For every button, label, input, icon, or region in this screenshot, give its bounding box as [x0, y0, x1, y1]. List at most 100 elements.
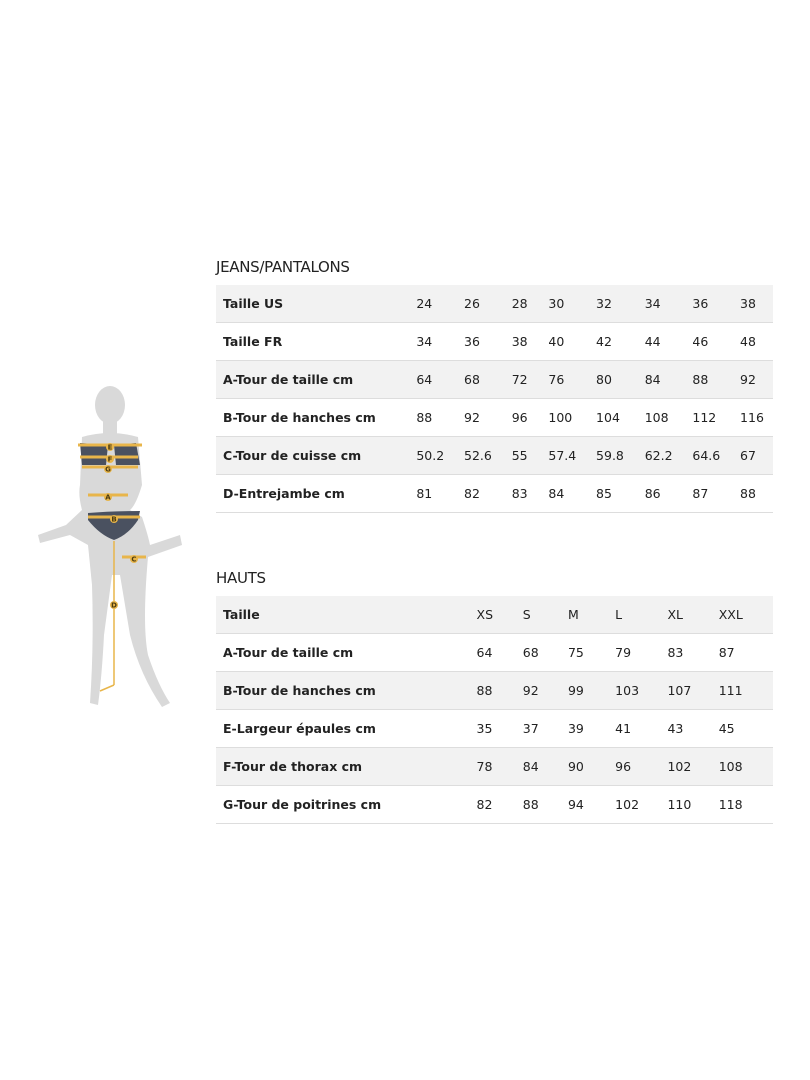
size-value: 84: [644, 360, 693, 399]
size-value: 108: [718, 747, 773, 786]
size-value: 81: [416, 474, 465, 513]
size-value: 88: [740, 474, 773, 513]
row-label: B-Tour de hanches cm: [216, 398, 417, 437]
size-value: 118: [718, 785, 773, 824]
size-value: 102: [615, 785, 668, 824]
size-value: 102: [667, 747, 719, 786]
marker-dot: [104, 493, 112, 501]
row-label: Taille: [216, 596, 477, 634]
size-value: 52.6: [464, 436, 512, 475]
table-row: A-Tour de taille cm 64 68 75 79 83 87: [216, 633, 773, 672]
size-value: 79: [615, 633, 668, 672]
size-value: 68: [464, 360, 512, 399]
marker-dot: [104, 465, 112, 473]
row-label: Taille US: [216, 285, 417, 323]
row-label: A-Tour de taille cm: [216, 633, 477, 672]
size-value: XS: [476, 596, 523, 634]
table-row: Taille FR 34 36 38 40 42 44 46 48: [216, 322, 773, 361]
marker-label: A: [105, 494, 111, 502]
marker-dot: [110, 515, 118, 523]
size-value: 64: [416, 360, 465, 399]
size-value: 90: [567, 747, 616, 786]
size-value: 108: [644, 398, 693, 437]
size-value: 88: [476, 671, 523, 710]
table-row: C-Tour de cuisse cm 50.2 52.6 55 57.4 59.8 62.…: [216, 436, 773, 475]
size-value: 112: [692, 398, 741, 437]
size-value: 83: [667, 633, 719, 672]
size-value: 88: [416, 398, 465, 437]
size-value: 50.2: [416, 436, 465, 475]
size-value: 34: [644, 285, 693, 323]
table-row: G-Tour de poitrines cm 82 88 94 102 110 118: [216, 785, 773, 824]
size-value: 45: [718, 709, 773, 748]
table-row: F-Tour de thorax cm 78 84 90 96 102 108: [216, 747, 773, 786]
size-value: S: [522, 596, 568, 634]
size-value: 64: [476, 633, 523, 672]
row-label: Taille FR: [216, 322, 417, 361]
size-value: 57.4: [548, 436, 597, 475]
marker-label: D: [111, 602, 117, 610]
size-value: 37: [522, 709, 568, 748]
row-label: A-Tour de taille cm: [216, 360, 417, 399]
body-measurement-figure: EFG A B C D: [38, 386, 182, 707]
size-value: 83: [511, 474, 549, 513]
size-value: 110: [667, 785, 719, 824]
size-value: 88: [522, 785, 568, 824]
size-value: 59.8: [596, 436, 645, 475]
size-value: 111: [718, 671, 773, 710]
size-value: 62.2: [644, 436, 693, 475]
size-value: 40: [548, 322, 597, 361]
size-value: 68: [522, 633, 568, 672]
size-value: 26: [464, 285, 512, 323]
marker-label: C: [131, 556, 136, 564]
row-label: F-Tour de thorax cm: [216, 747, 477, 786]
marker-dot: [106, 443, 114, 451]
hauts-size-table: Taille XS S M L XL XXL A-Tour de taille cm 64 68 7…: [216, 596, 773, 824]
size-value: 67: [740, 436, 773, 475]
size-value: 86: [644, 474, 693, 513]
size-value: 82: [464, 474, 512, 513]
size-value: 75: [567, 633, 616, 672]
size-value: 96: [511, 398, 549, 437]
marker-dot: [130, 555, 138, 563]
size-value: 92: [740, 360, 773, 399]
size-value: 72: [511, 360, 549, 399]
size-value: 104: [596, 398, 645, 437]
size-value: 28: [511, 285, 549, 323]
size-value: 32: [596, 285, 645, 323]
size-value: 44: [644, 322, 693, 361]
row-label: E-Largeur épaules cm: [216, 709, 477, 748]
table-row: B-Tour de hanches cm 88 92 96 100 104 108 112 11…: [216, 398, 773, 437]
size-value: 92: [464, 398, 512, 437]
marker-dot: [110, 601, 118, 609]
size-value: 24: [416, 285, 465, 323]
size-value: 46: [692, 322, 741, 361]
marker-label: B: [111, 516, 116, 524]
size-value: 84: [548, 474, 597, 513]
size-value: 99: [567, 671, 616, 710]
size-value: 94: [567, 785, 616, 824]
size-value: 38: [511, 322, 549, 361]
size-value: 30: [548, 285, 597, 323]
size-value: 82: [476, 785, 523, 824]
jeans-title: JEANS/PANTALONS: [216, 258, 350, 276]
size-value: 48: [740, 322, 773, 361]
size-value: 87: [718, 633, 773, 672]
size-value: 34: [416, 322, 465, 361]
size-value: 43: [667, 709, 719, 748]
size-value: 36: [464, 322, 512, 361]
table-row: B-Tour de hanches cm 88 92 99 103 107 111: [216, 671, 773, 710]
marker-label: E: [108, 444, 113, 452]
size-value: 116: [740, 398, 773, 437]
jeans-size-table: Taille US 24 26 28 30 32 34 36 38 Taille FR 34 36 38…: [216, 285, 773, 513]
size-value: 39: [567, 709, 616, 748]
size-value: 96: [615, 747, 668, 786]
row-label: G-Tour de poitrines cm: [216, 785, 477, 824]
table-row: Taille US 24 26 28 30 32 34 36 38: [216, 285, 773, 323]
size-value: 76: [548, 360, 597, 399]
size-value: 78: [476, 747, 523, 786]
size-value: 100: [548, 398, 597, 437]
size-value: 107: [667, 671, 719, 710]
size-value: 55: [511, 436, 549, 475]
size-value: XL: [667, 596, 719, 634]
